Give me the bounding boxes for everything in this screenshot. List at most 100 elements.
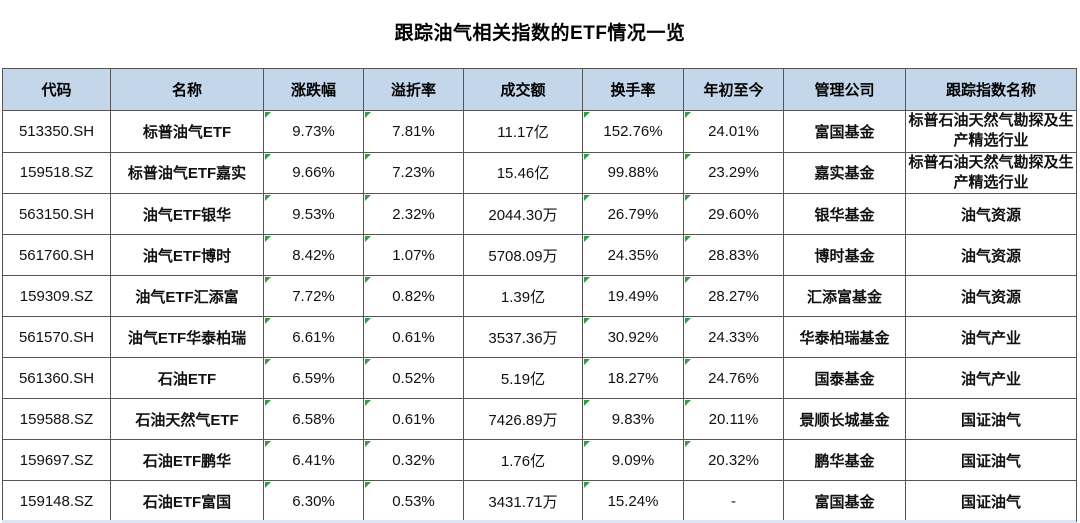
table-cell: 6.61% xyxy=(263,316,364,358)
etf-table-head: 代码 名称 涨跌幅 溢折率 成交额 换手率 年初至今 管理公司 跟踪指数名称 xyxy=(2,68,1077,111)
table-cell: 油气产业 xyxy=(905,316,1077,358)
cell-flag-icon xyxy=(365,277,371,283)
cell-flag-icon xyxy=(584,441,590,447)
cell-flag-icon xyxy=(685,318,691,324)
table-cell: 0.61% xyxy=(363,398,464,440)
cell-flag-icon xyxy=(265,318,271,324)
table-cell: 油气资源 xyxy=(905,193,1077,235)
table-cell: 6.30% xyxy=(263,480,364,522)
table-cell: 159697.SZ xyxy=(2,439,111,481)
cell-flag-icon xyxy=(584,153,590,160)
table-cell: 18.27% xyxy=(582,357,684,399)
table-cell: 28.27% xyxy=(683,275,784,317)
cell-flag-icon xyxy=(584,318,590,324)
table-cell: 5.19亿 xyxy=(463,357,583,399)
table-cell: 2044.30万 xyxy=(463,193,583,235)
table-cell: 富国基金 xyxy=(783,480,906,522)
table-cell: 561760.SH xyxy=(2,234,111,276)
table-cell: 513350.SH xyxy=(2,110,111,153)
cell-flag-icon xyxy=(365,318,371,324)
cell-flag-icon xyxy=(685,441,691,447)
column-header: 代码 xyxy=(2,68,111,111)
table-cell: 28.83% xyxy=(683,234,784,276)
table-cell: 24.35% xyxy=(582,234,684,276)
column-header: 管理公司 xyxy=(783,68,906,111)
table-cell: 国证油气 xyxy=(905,398,1077,440)
table-cell: 11.17亿 xyxy=(463,110,583,153)
table-cell: 7.72% xyxy=(263,275,364,317)
table-cell: 国证油气 xyxy=(905,439,1077,481)
table-row: 159697.SZ 石油ETF鹏华 6.41% 0.32% 1.76亿 9.09% 20.3… xyxy=(2,439,1077,481)
table-cell: 19.49% xyxy=(582,275,684,317)
table-cell: 30.92% xyxy=(582,316,684,358)
table-cell: 油气ETF银华 xyxy=(110,193,264,235)
cell-flag-icon xyxy=(584,482,590,488)
table-row: 563150.SH 油气ETF银华 9.53% 2.32% 2044.30万 26.79%… xyxy=(2,193,1077,235)
table-cell: 石油ETF富国 xyxy=(110,480,264,522)
table-cell: 油气ETF博时 xyxy=(110,234,264,276)
table-cell: 99.88% xyxy=(582,151,684,194)
cell-flag-icon xyxy=(365,359,371,365)
page-title: 跟踪油气相关指数的ETF情况一览 xyxy=(394,23,686,44)
table-cell: 9.83% xyxy=(582,398,684,440)
cell-flag-icon xyxy=(685,112,691,118)
cell-flag-icon xyxy=(685,195,691,201)
table-cell: 石油ETF xyxy=(110,357,264,399)
cell-flag-icon xyxy=(584,359,590,365)
cell-flag-icon xyxy=(584,195,590,201)
table-cell: 159588.SZ xyxy=(2,398,111,440)
table-cell: 0.32% xyxy=(363,439,464,481)
table-cell: 1.39亿 xyxy=(463,275,583,317)
cell-flag-icon xyxy=(365,482,371,488)
column-header: 溢折率 xyxy=(363,68,464,111)
cell-flag-icon xyxy=(265,359,271,365)
table-cell: 3431.71万 xyxy=(463,480,583,522)
table-cell: 15.24% xyxy=(582,480,684,522)
cell-flag-icon xyxy=(584,400,590,406)
table-cell: 0.53% xyxy=(363,480,464,522)
table-row: 159148.SZ 石油ETF富国 6.30% 0.53% 3431.71万 15.24%… xyxy=(2,480,1077,522)
column-header: 成交额 xyxy=(463,68,583,111)
table-row: 561570.SH 油气ETF华泰柏瑞 6.61% 0.61% 3537.36万 30.9… xyxy=(2,316,1077,358)
table-cell: 石油天然气ETF xyxy=(110,398,264,440)
cell-flag-icon xyxy=(365,236,371,242)
table-cell: 152.76% xyxy=(582,110,684,153)
table-cell: 鹏华基金 xyxy=(783,439,906,481)
cell-flag-icon xyxy=(365,441,371,447)
table-cell: 5708.09万 xyxy=(463,234,583,276)
table-cell: 159148.SZ xyxy=(2,480,111,522)
cell-flag-icon xyxy=(365,153,371,160)
table-cell: 9.53% xyxy=(263,193,364,235)
table-cell: 561360.SH xyxy=(2,357,111,399)
table-cell: 23.29% xyxy=(683,151,784,194)
cell-flag-icon xyxy=(584,277,590,283)
table-cell: 3537.36万 xyxy=(463,316,583,358)
table-cell: 标普油气ETF嘉实 xyxy=(110,151,264,194)
table-cell: 博时基金 xyxy=(783,234,906,276)
table-cell: 1.07% xyxy=(363,234,464,276)
column-header: 换手率 xyxy=(582,68,684,111)
cell-flag-icon xyxy=(365,400,371,406)
table-cell: 9.73% xyxy=(263,110,364,153)
table-cell: 7426.89万 xyxy=(463,398,583,440)
column-header: 跟踪指数名称 xyxy=(905,68,1077,111)
table-cell: 6.41% xyxy=(263,439,364,481)
cell-flag-icon xyxy=(265,236,271,242)
table-cell: 29.60% xyxy=(683,193,784,235)
header-row: 代码 名称 涨跌幅 溢折率 成交额 换手率 年初至今 管理公司 跟踪指数名称 xyxy=(2,68,1077,111)
table-cell: 嘉实基金 xyxy=(783,151,906,194)
table-cell: 国证油气 xyxy=(905,480,1077,522)
table-cell: 7.81% xyxy=(363,110,464,153)
table-cell: 561570.SH xyxy=(2,316,111,358)
table-cell: 6.58% xyxy=(263,398,364,440)
table-cell: 标普油气ETF xyxy=(110,110,264,153)
table-cell: 8.42% xyxy=(263,234,364,276)
table-cell: 油气资源 xyxy=(905,275,1077,317)
table-cell: 标普石油天然气勘探及生产精选行业 xyxy=(905,151,1077,194)
table-cell: 油气ETF汇添富 xyxy=(110,275,264,317)
table-cell: 景顺长城基金 xyxy=(783,398,906,440)
table-cell: 20.32% xyxy=(683,439,784,481)
table-cell: 汇添富基金 xyxy=(783,275,906,317)
table-cell: 24.01% xyxy=(683,110,784,153)
table-cell: 0.82% xyxy=(363,275,464,317)
